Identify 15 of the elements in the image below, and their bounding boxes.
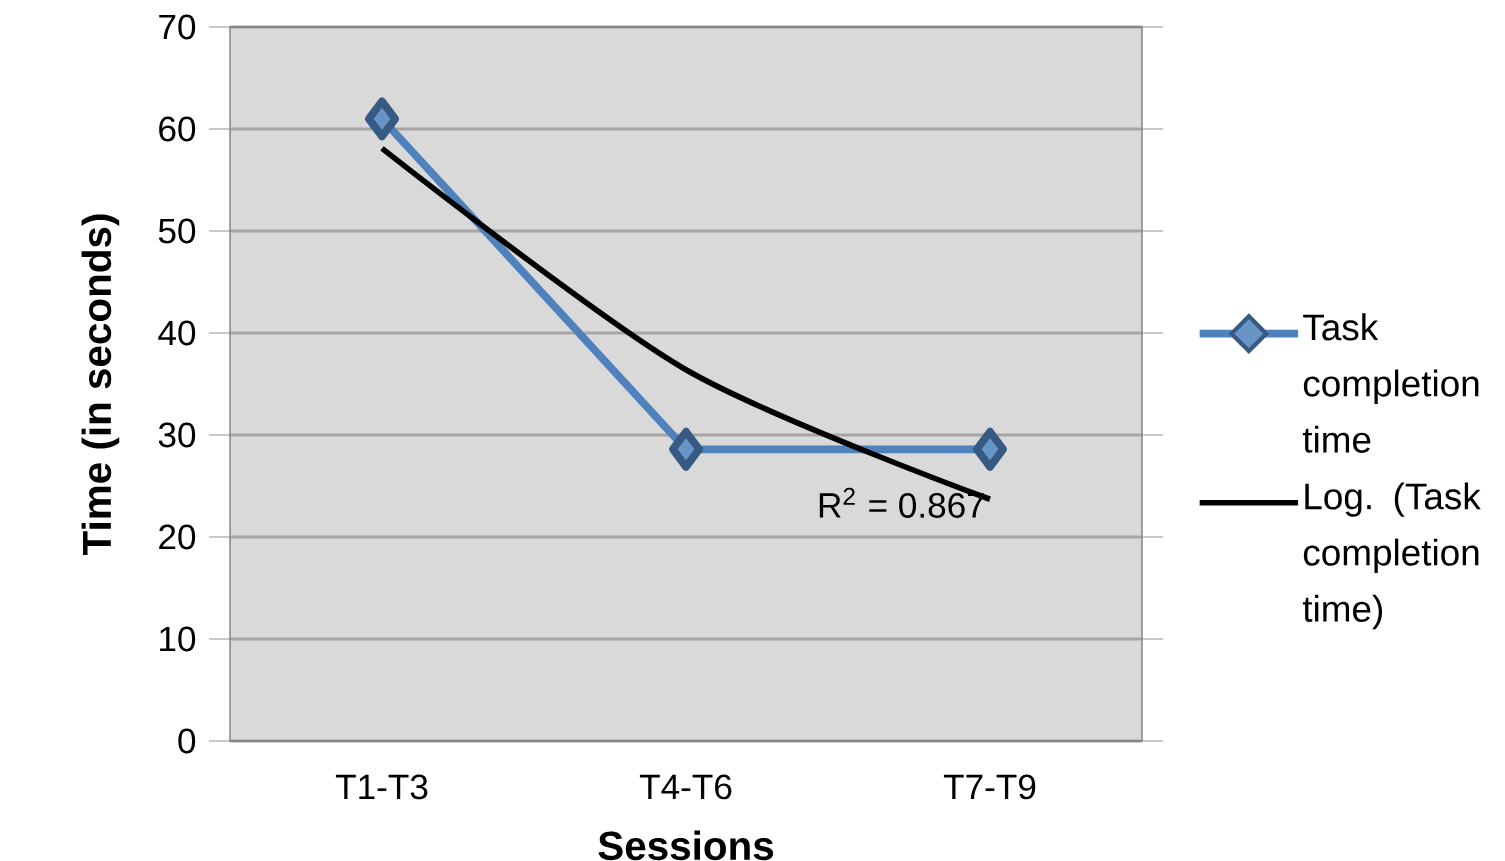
y-tick-label: 20 [159,524,196,550]
y-tick-label: 0 [178,728,196,754]
x-tick-label: T4-T6 [639,774,732,800]
y-tick-label: 30 [158,422,196,448]
y-axis-title: Time (in seconds) [81,214,120,555]
x-tick-label: T1-T3 [335,774,428,800]
y-tick-label: 70 [159,14,196,40]
legend-label: Task completion time [1302,313,1479,453]
y-tick-label: 40 [158,320,196,346]
y-tick-label: 10 [160,626,196,652]
x-axis-title: Sessions [598,830,774,861]
x-tick-label: T7-T9 [943,774,1036,800]
y-tick-label: 60 [159,116,196,142]
y-tick-label: 50 [158,218,196,244]
legend-label: Log. (Task completion time) [1302,482,1481,630]
